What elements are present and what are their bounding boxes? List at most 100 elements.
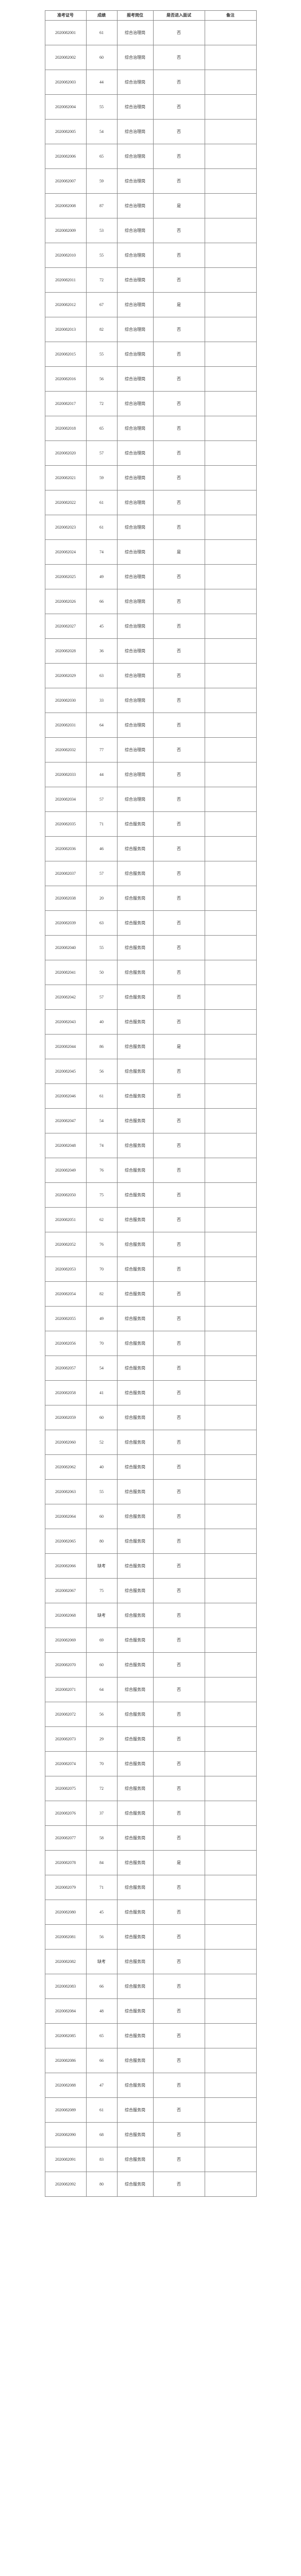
cell-position: 综合服务岗 — [117, 1282, 153, 1307]
cell-remark — [205, 1084, 256, 1109]
table-row: 202008201656综合治理岗否 — [45, 367, 256, 392]
cell-interview: 否 — [153, 243, 205, 268]
table-row: 202008205162综合服务岗否 — [45, 1208, 256, 1232]
cell-remark — [205, 218, 256, 243]
table-row: 202008205276综合服务岗否 — [45, 1232, 256, 1257]
table-row: 202008209068综合服务岗否 — [45, 2123, 256, 2147]
cell-interview: 否 — [153, 1579, 205, 1603]
cell-interview: 否 — [153, 466, 205, 490]
cell-remark — [205, 120, 256, 144]
cell-exam-id: 2020082069 — [45, 1628, 86, 1653]
cell-exam-id: 2020082060 — [45, 1430, 86, 1455]
cell-position: 综合服务岗 — [117, 2147, 153, 2172]
cell-interview: 否 — [153, 1282, 205, 1307]
table-row: 202008202836综合治理岗否 — [45, 639, 256, 664]
cell-score: 缺考 — [86, 1950, 117, 1974]
cell-position: 综合服务岗 — [117, 1974, 153, 1999]
cell-position: 综合服务岗 — [117, 1356, 153, 1381]
table-row: 202008202549综合治理岗否 — [45, 565, 256, 589]
cell-exam-id: 2020082003 — [45, 70, 86, 95]
cell-interview: 否 — [153, 614, 205, 639]
table-row: 202008207256综合服务岗否 — [45, 1702, 256, 1727]
cell-remark — [205, 392, 256, 416]
cell-exam-id: 2020082046 — [45, 1084, 86, 1109]
col-header-exam-id: 准考证号 — [45, 11, 86, 21]
table-row: 2020082066缺考综合服务岗否 — [45, 1554, 256, 1579]
table-row: 202008205960综合服务岗否 — [45, 1405, 256, 1430]
cell-exam-id: 2020082054 — [45, 1282, 86, 1307]
cell-exam-id: 2020082057 — [45, 1356, 86, 1381]
cell-remark — [205, 1579, 256, 1603]
cell-interview: 否 — [153, 1183, 205, 1208]
cell-exam-id: 2020082082 — [45, 1950, 86, 1974]
cell-exam-id: 2020082035 — [45, 812, 86, 837]
table-row: 202008201055综合治理岗否 — [45, 243, 256, 268]
cell-exam-id: 2020082074 — [45, 1752, 86, 1776]
cell-score: 77 — [86, 738, 117, 762]
table-row: 202008200344综合治理岗否 — [45, 70, 256, 95]
table-row: 202008204340综合服务岗否 — [45, 1010, 256, 1035]
cell-score: 46 — [86, 837, 117, 861]
cell-exam-id: 2020082005 — [45, 120, 86, 144]
cell-exam-id: 2020082050 — [45, 1183, 86, 1208]
cell-position: 综合服务岗 — [117, 1900, 153, 1925]
table-row: 202008207470综合服务岗否 — [45, 1752, 256, 1776]
cell-position: 综合治理岗 — [117, 268, 153, 293]
cell-exam-id: 2020082029 — [45, 664, 86, 688]
cell-position: 综合服务岗 — [117, 1653, 153, 1677]
cell-interview: 否 — [153, 218, 205, 243]
cell-remark — [205, 1381, 256, 1405]
cell-position: 综合服务岗 — [117, 1405, 153, 1430]
cell-interview: 否 — [153, 1826, 205, 1851]
cell-score: 56 — [86, 1702, 117, 1727]
cell-position: 综合治理岗 — [117, 762, 153, 787]
table-row: 202008208847综合服务岗否 — [45, 2073, 256, 2098]
cell-exam-id: 2020082017 — [45, 392, 86, 416]
cell-interview: 否 — [153, 1331, 205, 1356]
table-row: 202008205841综合服务岗否 — [45, 1381, 256, 1405]
table-row: 202008202963综合治理岗否 — [45, 664, 256, 688]
cell-interview: 否 — [153, 70, 205, 95]
cell-exam-id: 2020082039 — [45, 911, 86, 936]
table-row: 202008203164综合治理岗否 — [45, 713, 256, 738]
cell-interview: 否 — [153, 1554, 205, 1579]
table-row: 2020082068缺考综合服务岗否 — [45, 1603, 256, 1628]
cell-score: 60 — [86, 1405, 117, 1430]
table-row: 202008207884综合服务岗是 — [45, 1851, 256, 1875]
cell-remark — [205, 1727, 256, 1752]
cell-interview: 否 — [153, 688, 205, 713]
col-header-score: 成绩 — [86, 11, 117, 21]
cell-exam-id: 2020082047 — [45, 1109, 86, 1133]
table-row: 202008208565综合服务岗否 — [45, 2024, 256, 2048]
cell-interview: 否 — [153, 441, 205, 466]
cell-remark — [205, 1257, 256, 1282]
cell-score: 55 — [86, 936, 117, 960]
cell-position: 综合服务岗 — [117, 936, 153, 960]
cell-interview: 否 — [153, 1455, 205, 1480]
cell-remark — [205, 1208, 256, 1232]
cell-interview: 否 — [153, 342, 205, 367]
cell-interview: 否 — [153, 2024, 205, 2048]
table-row: 202008204055综合服务岗否 — [45, 936, 256, 960]
cell-remark — [205, 2098, 256, 2123]
cell-exam-id: 2020082088 — [45, 2073, 86, 2098]
cell-remark — [205, 540, 256, 565]
cell-position: 综合服务岗 — [117, 1035, 153, 1059]
cell-remark — [205, 1109, 256, 1133]
cell-position: 综合服务岗 — [117, 1307, 153, 1331]
cell-remark — [205, 293, 256, 317]
cell-score: 29 — [86, 1727, 117, 1752]
cell-remark — [205, 1628, 256, 1653]
cell-remark — [205, 1405, 256, 1430]
cell-exam-id: 2020082049 — [45, 1158, 86, 1183]
cell-interview: 否 — [153, 837, 205, 861]
cell-position: 综合服务岗 — [117, 1529, 153, 1554]
cell-interview: 否 — [153, 2147, 205, 2172]
cell-score: 55 — [86, 1480, 117, 1504]
table-row: 202008204150综合服务岗否 — [45, 960, 256, 985]
cell-remark — [205, 861, 256, 886]
cell-score: 80 — [86, 1529, 117, 1554]
cell-interview: 否 — [153, 1430, 205, 1455]
cell-interview: 否 — [153, 1257, 205, 1282]
cell-position: 综合服务岗 — [117, 2073, 153, 2098]
